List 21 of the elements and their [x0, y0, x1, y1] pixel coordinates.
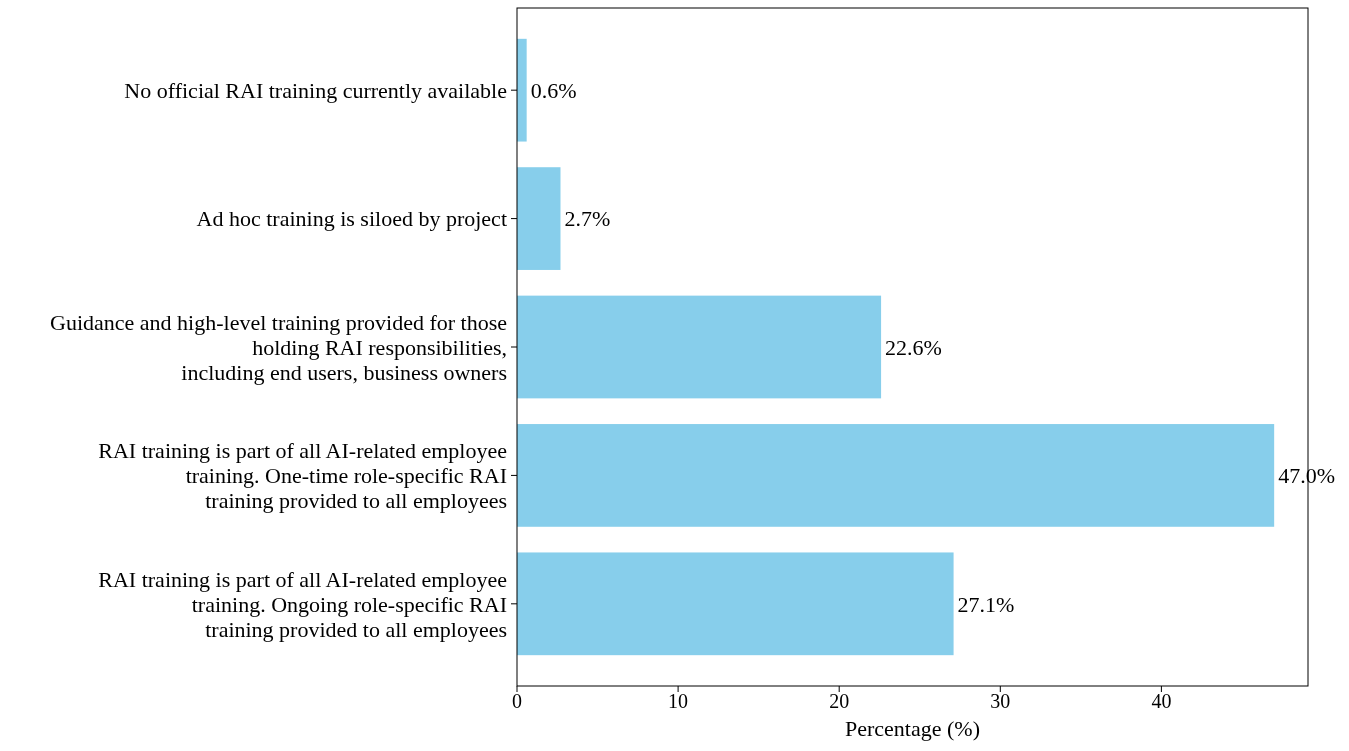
data-label: 22.6%: [885, 334, 942, 360]
bar: [517, 38, 527, 142]
bar: [517, 295, 882, 399]
y-tick-label: No official RAI training currently available: [124, 77, 507, 103]
x-tick-label: 10: [668, 690, 689, 712]
y-tick-label: Guidance and high-level training provided for those holding RAI responsibilities, including end users, business owners: [50, 309, 507, 385]
data-label: 27.1%: [957, 591, 1015, 617]
x-tick-label: 30: [990, 690, 1011, 712]
data-label: 2.7%: [564, 206, 611, 232]
x-tick-label: 40: [1151, 690, 1172, 712]
y-tick-label: Ad hoc training is siloed by project: [196, 206, 507, 232]
bar: [517, 424, 1275, 527]
x-tick-label: 20: [829, 690, 850, 712]
y-tick-label: RAI training is part of all AI-related employee training. One-time role-specific RAI training provided to all employees: [98, 438, 507, 514]
x-tick-label: 0: [512, 690, 522, 712]
bar: [517, 552, 954, 656]
data-label: 0.6%: [530, 77, 577, 103]
bar: [517, 167, 561, 270]
data-label: 47.0%: [1278, 463, 1335, 489]
x-axis-title: Percentage (%): [845, 716, 980, 741]
y-tick-label: RAI training is part of all AI-related employee training. Ongoing role-specific RAI training provided to all employees: [98, 566, 507, 642]
